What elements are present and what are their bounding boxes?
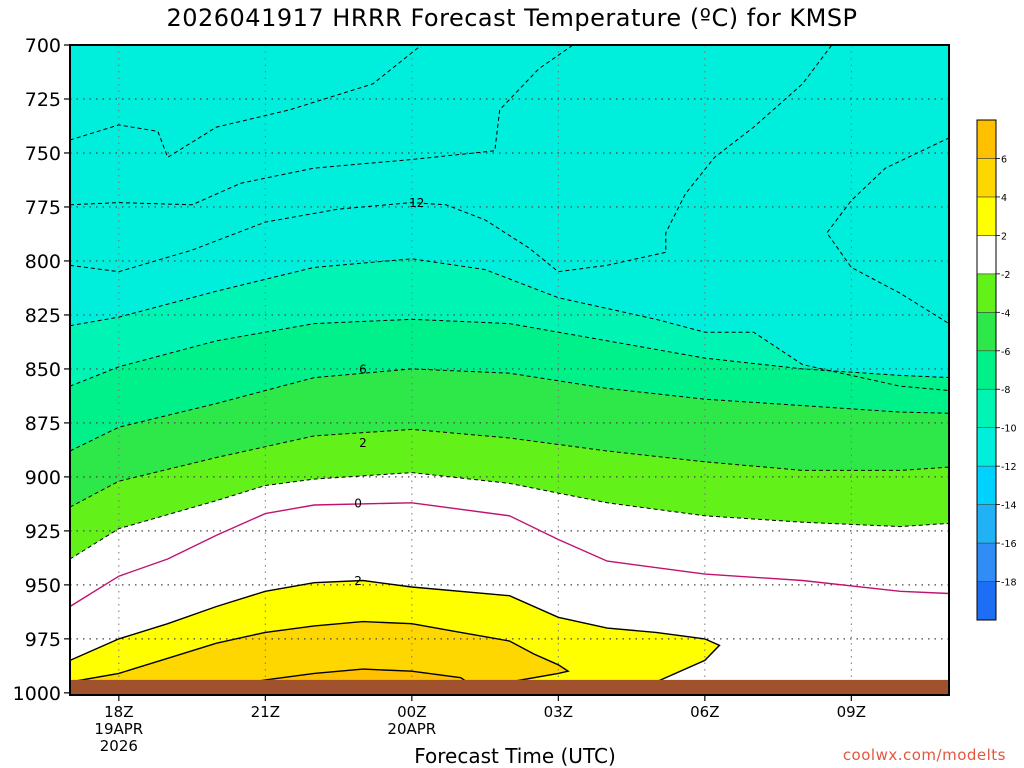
contour-line <box>70 428 949 508</box>
contour-line <box>70 502 949 608</box>
legend-swatch <box>976 465 997 505</box>
y-tick-label: 900 <box>25 467 61 489</box>
y-tick-label: 950 <box>25 575 61 597</box>
x-tick-label: 2026 <box>100 737 138 755</box>
legend-label: -8 <box>1001 385 1010 396</box>
legend-swatch <box>976 542 997 582</box>
x-tick-label: 18Z <box>104 703 133 721</box>
contour-line <box>70 472 949 560</box>
legend-label: -6 <box>1001 347 1010 358</box>
contour-label: 12 <box>409 196 424 210</box>
x-tick-label: 03Z <box>544 703 573 721</box>
legend-swatch <box>976 388 997 428</box>
x-tick-label: 20APR <box>387 720 436 738</box>
y-tick-label: 1000 <box>13 683 61 705</box>
y-tick-label: 925 <box>25 521 61 543</box>
y-tick-label: 800 <box>25 251 61 273</box>
legend-label: 2 <box>1001 231 1007 242</box>
x-tick-label: 06Z <box>690 703 719 721</box>
contour-line <box>70 368 949 452</box>
contour-line <box>70 45 574 206</box>
contour-line <box>70 45 833 273</box>
ground-fill <box>70 679 949 695</box>
x-tick-label: 00Z <box>397 703 426 721</box>
contour-line <box>70 318 949 387</box>
plot-frame <box>69 44 950 696</box>
y-tick-label: 700 <box>25 35 61 57</box>
contour-line <box>826 137 949 325</box>
legend-swatch <box>976 504 997 544</box>
legend-swatch <box>976 196 997 236</box>
contour-label: 6 <box>359 362 367 376</box>
legend-label: 4 <box>1001 193 1007 204</box>
contour-label: 2 <box>354 574 362 588</box>
x-tick-label: 21Z <box>251 703 280 721</box>
legend-swatch <box>976 273 997 313</box>
legend-label: -18 <box>1001 578 1017 589</box>
legend-swatch <box>976 350 997 390</box>
contour-label: 2 <box>359 436 367 450</box>
legend-label: -14 <box>1001 501 1017 512</box>
contour-label: 0 <box>354 496 362 510</box>
x-axis-label: Forecast Time (UTC) <box>414 744 616 768</box>
legend-label: -12 <box>1001 462 1017 473</box>
credit-text: coolwx.com/modelts <box>842 746 1006 764</box>
legend-swatch <box>976 158 997 198</box>
legend-swatch <box>976 235 997 275</box>
legend-label: -10 <box>1001 424 1017 435</box>
chart-title: 2026041917 HRRR Forecast Temperature (ºC… <box>166 4 858 32</box>
x-tick-label: 09Z <box>837 703 866 721</box>
y-tick-label: 875 <box>25 413 61 435</box>
legend-label: 6 <box>1001 154 1007 165</box>
contour-line <box>70 579 721 683</box>
legend-swatch <box>976 581 997 621</box>
y-tick-label: 825 <box>25 305 61 327</box>
y-tick-label: 975 <box>25 629 61 651</box>
temperature-band <box>70 621 569 685</box>
contour-line <box>70 258 949 392</box>
legend-swatch <box>976 312 997 352</box>
legend-label: -4 <box>1001 308 1010 319</box>
x-tick-label: 19APR <box>94 720 143 738</box>
legend-swatch <box>976 427 997 467</box>
y-tick-label: 750 <box>25 143 61 165</box>
legend-label: -16 <box>1001 539 1017 550</box>
y-tick-label: 725 <box>25 89 61 111</box>
y-tick-label: 775 <box>25 197 61 219</box>
legend-swatch <box>976 119 997 159</box>
legend-label: -2 <box>1001 270 1010 281</box>
y-tick-label: 850 <box>25 359 61 381</box>
legend-frame <box>976 119 997 621</box>
contour-line <box>70 620 570 683</box>
contour-line <box>70 45 422 159</box>
